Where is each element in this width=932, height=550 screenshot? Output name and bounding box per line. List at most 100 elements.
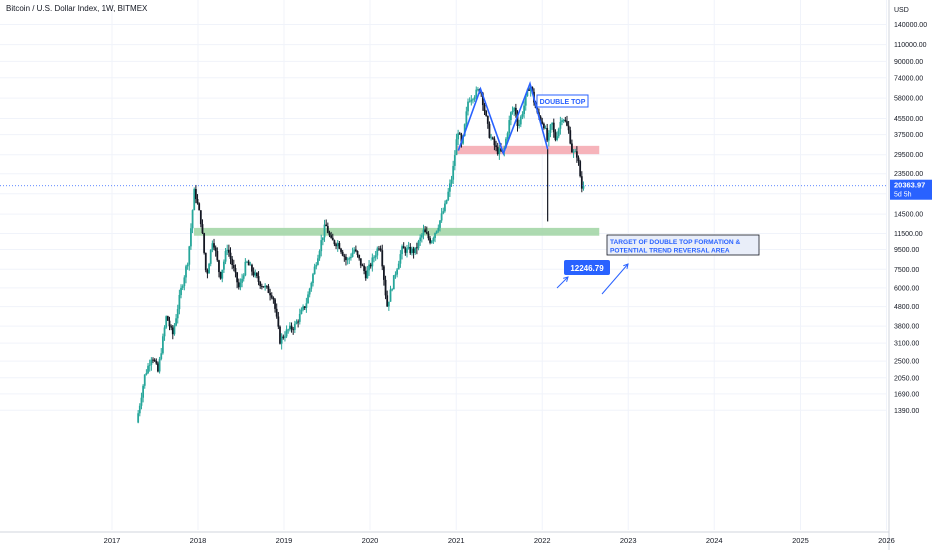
candle-body [145,373,148,375]
candle-body [252,271,255,276]
candle-body [419,237,422,242]
candle-body [399,254,402,264]
time-tick-label: 2018 [190,536,207,545]
candle-body [567,125,570,131]
candle-body [287,329,290,331]
candle-body [417,241,420,249]
candle-body [331,237,334,241]
candle-body [407,246,410,249]
candle-body [338,243,341,249]
candle-body [437,227,440,231]
candle-body [161,336,164,354]
candle-body [518,124,521,126]
candle-body [396,269,398,275]
candle-body [326,226,329,233]
candle-body [148,364,151,366]
candle-body [219,272,222,279]
candle-body [330,235,333,238]
target-arrow-head [623,263,629,269]
candle-body [571,143,573,153]
candle-body [292,329,295,331]
candle-body [549,124,552,133]
price-tick-label: 3800.00 [894,324,919,331]
candle-body [183,277,186,287]
candle-body [376,248,379,256]
candle-body [160,353,163,359]
candle-body [193,188,196,211]
candle-body [272,297,275,300]
candle-body [472,99,474,101]
candle-body [439,220,441,228]
candle-body [485,111,488,116]
candle-body [254,272,257,276]
last-price-value: 20363.97 [894,181,925,190]
candle-body [432,238,435,242]
candle-body [191,210,194,229]
candle-body [188,246,191,265]
candle-body [176,309,179,319]
price-tick-label: 140000.00 [894,22,927,29]
candle-body [206,270,209,274]
price-tick-label: 2500.00 [894,359,919,366]
candle-body [293,323,296,330]
candle-body [447,191,450,200]
candle-body [513,107,516,111]
candle-body [313,266,316,275]
candle-body [409,246,412,254]
candle-body [450,179,453,184]
candle-body [574,151,577,153]
candle-body [302,306,304,310]
candle-body [420,234,423,238]
candle-body [424,229,427,233]
candle-body [373,257,375,259]
candle-body [358,254,361,259]
candle-body [528,89,530,91]
candle-body [279,326,281,344]
candle-body [481,93,484,106]
candle-body [295,321,298,324]
candle-body [389,289,392,302]
candle-body [564,119,567,122]
candle-body [486,115,489,124]
candle-body [500,148,502,152]
candle-body [511,110,514,113]
candle-body [496,147,499,155]
candle-body [318,251,321,259]
time-tick-label: 2017 [104,536,121,545]
candle-body [397,263,400,270]
candle-body [425,232,428,234]
candle-body [414,247,417,253]
candle-body [460,134,463,144]
candle-body [348,258,351,260]
candle-body [196,198,199,204]
price-tick-label: 7500.00 [894,267,919,274]
candle-body [473,96,476,100]
candle-body [284,336,286,338]
candle-body [285,329,288,337]
price-tick-label: 3100.00 [894,341,919,348]
time-axis[interactable]: 2017 2018 2019 2020 2021 2022 2023 2024 2025 2026 [0,531,895,545]
candle-body [277,316,280,327]
candle-body [391,289,394,291]
candle-body [402,246,405,249]
candle-body [201,224,204,234]
candle-body [328,232,331,236]
candle-body [163,327,166,337]
candle-body [300,309,303,314]
price-tick-label: 14500.00 [894,212,923,219]
price-axis[interactable]: USD 140000.00 110000.00 90000.00 74000.00 580… [888,0,932,550]
candle-body [221,269,224,279]
candle-body [227,249,230,253]
candle-body [394,274,397,276]
candle-body [575,151,578,158]
price-tick-label: 37500.00 [894,132,923,139]
candle-body [524,96,527,106]
candle-body [259,281,262,287]
candle-body [325,224,328,227]
candlestick-series [137,85,585,424]
candle-body [231,258,234,266]
candle-body [557,128,560,137]
price-tick-label: 6000.00 [894,285,919,292]
candle-body [452,165,455,180]
